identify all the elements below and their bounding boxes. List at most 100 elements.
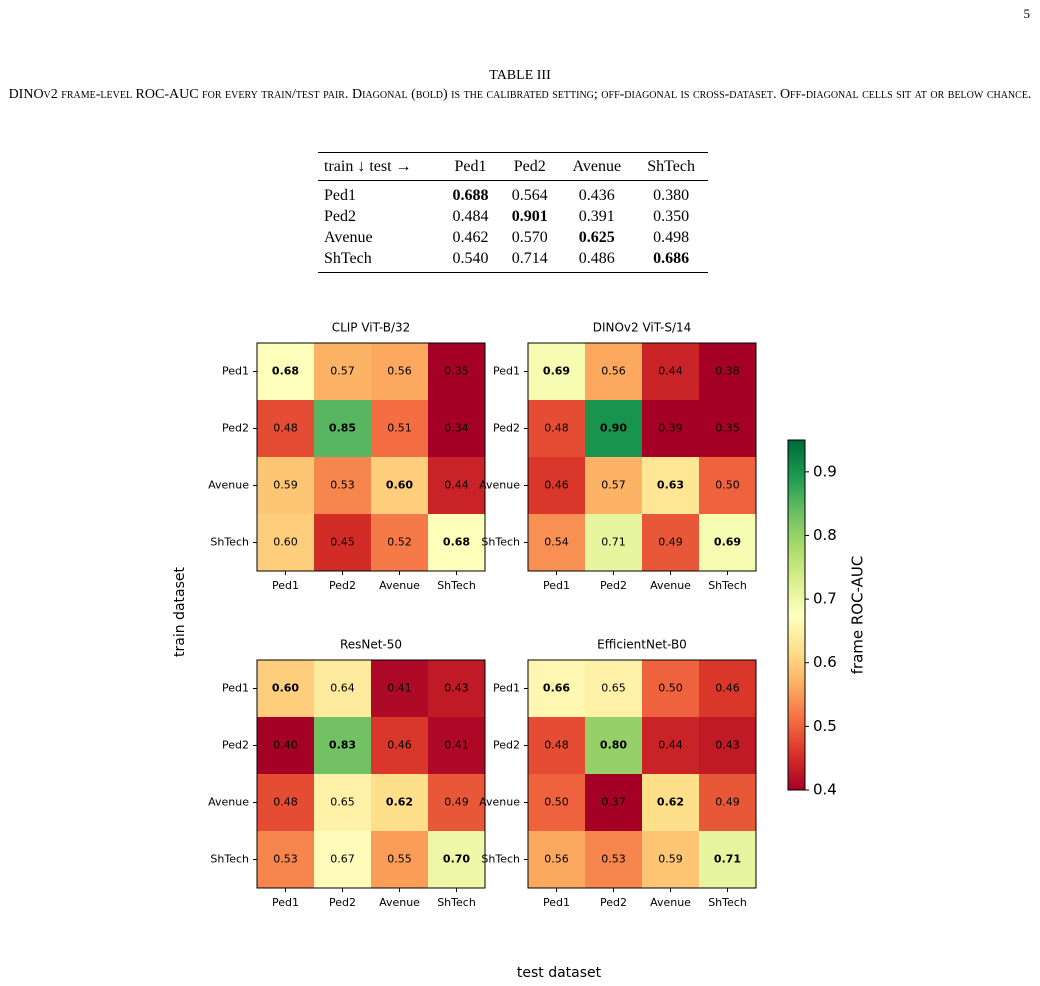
heat-cell	[642, 457, 700, 515]
heat-cell	[428, 717, 486, 775]
cell-label: 0.56	[544, 853, 569, 866]
chart-title: DINOv2 ViT-S/14	[593, 321, 692, 335]
header-cell: Ped1	[440, 152, 501, 181]
cell-label: 0.41	[387, 682, 412, 695]
heat-cell	[257, 400, 315, 458]
x-tick-label: ShTech	[437, 896, 476, 909]
cell-label: 0.65	[330, 796, 355, 809]
cell-label: 0.41	[444, 739, 469, 752]
cell-label: 0.48	[273, 422, 298, 435]
table-cell: 0.350	[653, 208, 690, 225]
y-tick-label: Avenue	[479, 479, 520, 492]
cell-label: 0.50	[658, 682, 683, 695]
heat-cell	[585, 717, 643, 775]
cell-label: 0.53	[601, 853, 626, 866]
colorbar-tick-label: 0.8	[813, 526, 837, 544]
table-cell: Avenue	[324, 229, 373, 246]
x-tick-label: Avenue	[650, 579, 691, 592]
y-tick-label: Ped1	[493, 365, 520, 378]
cell-label: 0.64	[330, 682, 355, 695]
cell-label: 0.40	[273, 739, 298, 752]
cell-label: 0.35	[444, 365, 469, 378]
cell-label: 0.53	[273, 853, 298, 866]
heat-cell	[371, 514, 429, 572]
heat-cell	[428, 514, 486, 572]
cell-label: 0.44	[444, 479, 469, 492]
heat-cell	[428, 831, 486, 889]
cell-label: 0.48	[544, 422, 569, 435]
cell-label: 0.67	[330, 853, 355, 866]
cell-label: 0.45	[330, 536, 355, 549]
cell-label: 0.38	[715, 365, 740, 378]
table-cell: 0.564	[511, 187, 548, 204]
heat-cell	[314, 831, 372, 889]
heat-cell	[371, 717, 429, 775]
x-tick-label: Ped1	[543, 896, 570, 909]
cell-label: 0.56	[387, 365, 412, 378]
x-tick-label: Ped1	[543, 579, 570, 592]
chart-title: CLIP ViT-B/32	[332, 321, 411, 335]
heat-cell	[642, 343, 700, 401]
heat-cell	[585, 457, 643, 515]
cell-label: 0.62	[657, 796, 684, 809]
x-tick-label: Ped2	[600, 579, 627, 592]
table-cell: Ped1	[324, 187, 356, 204]
y-tick-label: Ped1	[493, 682, 520, 695]
x-tick-label: Avenue	[379, 579, 420, 592]
cell-label: 0.48	[544, 739, 569, 752]
cell-label: 0.56	[601, 365, 626, 378]
heat-cell	[371, 400, 429, 458]
cell-label: 0.90	[600, 422, 627, 435]
heat-cell	[257, 514, 315, 572]
heat-cell	[371, 831, 429, 889]
table-cell: 0.498	[653, 229, 690, 246]
heat-cell	[528, 717, 586, 775]
cell-label: 0.68	[272, 365, 299, 378]
heat-cell	[528, 660, 586, 718]
cell-label: 0.68	[443, 536, 470, 549]
cell-label: 0.55	[387, 853, 412, 866]
heat-cell	[528, 514, 586, 572]
cell-label: 0.57	[330, 365, 355, 378]
heat-cell	[585, 514, 643, 572]
colorbar-label: frame ROC-AUC	[849, 556, 867, 675]
heat-cell	[428, 774, 486, 832]
heat-cell	[585, 831, 643, 889]
cell-label: 0.85	[329, 422, 356, 435]
heat-cell	[528, 457, 586, 515]
heat-cell	[642, 660, 700, 718]
cell-label: 0.60	[273, 536, 298, 549]
table-cell: 0.486	[578, 250, 615, 267]
cell-label: 0.46	[715, 682, 740, 695]
cell-label: 0.60	[272, 682, 299, 695]
cell-label: 0.60	[386, 479, 413, 492]
cell-label: 0.50	[715, 479, 740, 492]
heat-cell	[699, 400, 757, 458]
heat-cell	[642, 831, 700, 889]
table-cell: 0.714	[511, 250, 548, 267]
cell-label: 0.71	[601, 536, 626, 549]
page-number: 5	[1023, 6, 1031, 21]
cell-label: 0.35	[715, 422, 740, 435]
cell-label: 0.44	[658, 739, 683, 752]
y-tick-label: Ped2	[493, 422, 520, 435]
x-tick-label: Ped2	[329, 579, 356, 592]
heat-cell	[314, 400, 372, 458]
cell-label: 0.51	[387, 422, 412, 435]
plot-frame	[527, 659, 757, 889]
heat-cell	[257, 660, 315, 718]
table-cell: 0.625	[578, 229, 615, 246]
header-cell: Ped2	[500, 152, 560, 181]
table-row: Ped2 0.484 0.901 0.391 0.350	[318, 206, 708, 227]
heat-cell	[699, 660, 757, 718]
heat-cell	[428, 660, 486, 718]
cell-label: 0.63	[657, 479, 684, 492]
heat-cell	[585, 774, 643, 832]
table-row: Avenue 0.462 0.570 0.625 0.498	[318, 227, 708, 248]
table-cell: 0.436	[578, 187, 615, 204]
table-row: ShTech 0.540 0.714 0.486 0.686	[318, 248, 708, 273]
cell-label: 0.39	[658, 422, 683, 435]
cell-label: 0.57	[601, 479, 626, 492]
cell-label: 0.43	[715, 739, 740, 752]
heat-cell	[257, 717, 315, 775]
